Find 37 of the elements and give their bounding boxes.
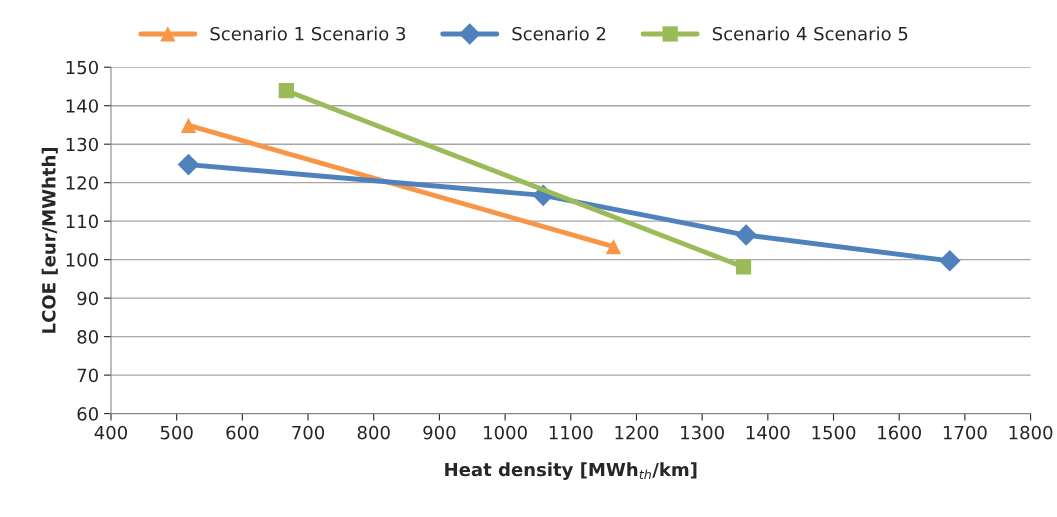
point — [605, 238, 622, 255]
x-tick-label: 1500 — [812, 425, 856, 440]
x-tick-label: 1600 — [878, 425, 921, 440]
y-tick-label: 80 — [77, 330, 98, 344]
y-tick-label: 100 — [66, 253, 98, 267]
x-tick-label: 700 — [292, 425, 325, 440]
y-tick-label: 110 — [66, 214, 98, 229]
point — [938, 250, 961, 272]
x-tick-label: 400 — [94, 425, 128, 440]
point — [180, 117, 197, 133]
y-tick-label: 150 — [66, 60, 98, 75]
point — [735, 224, 757, 246]
point — [177, 153, 200, 176]
point — [735, 259, 752, 275]
legend-label: Scenario 1 Scenario 3 — [210, 26, 406, 41]
y-tick-label: 90 — [77, 291, 98, 306]
x-tick-label: 1300 — [681, 425, 724, 440]
legend-label: Scenario 2 — [512, 26, 606, 41]
x-tick-label: 1000 — [484, 425, 527, 440]
point — [278, 83, 294, 99]
y-tick-label: 60 — [77, 407, 98, 421]
x-tick-label: 900 — [423, 425, 456, 440]
x-tick-label: 1700 — [943, 425, 987, 440]
x-tick-label: 800 — [357, 425, 390, 440]
y-axis-title: LCOE [eur/MWhth] — [41, 147, 58, 333]
y-tick-label: 70 — [77, 368, 98, 383]
x-tick-label: 1200 — [615, 425, 659, 440]
x-axis-title: Heat density [MWh$_{th}$/km] — [445, 462, 697, 480]
x-tick-label: 1800 — [1009, 425, 1053, 440]
x-tick-label: 1400 — [746, 425, 790, 440]
x-tick-label: 1100 — [549, 425, 593, 440]
legend-label: Scenario 4 Scenario 5 — [712, 26, 908, 41]
y-tick-label: 140 — [66, 99, 98, 113]
y-tick-label: 130 — [66, 137, 98, 152]
y-tick-label: 120 — [66, 176, 98, 190]
x-tick-label: 500 — [160, 425, 193, 440]
x-tick-label: 600 — [226, 425, 259, 440]
